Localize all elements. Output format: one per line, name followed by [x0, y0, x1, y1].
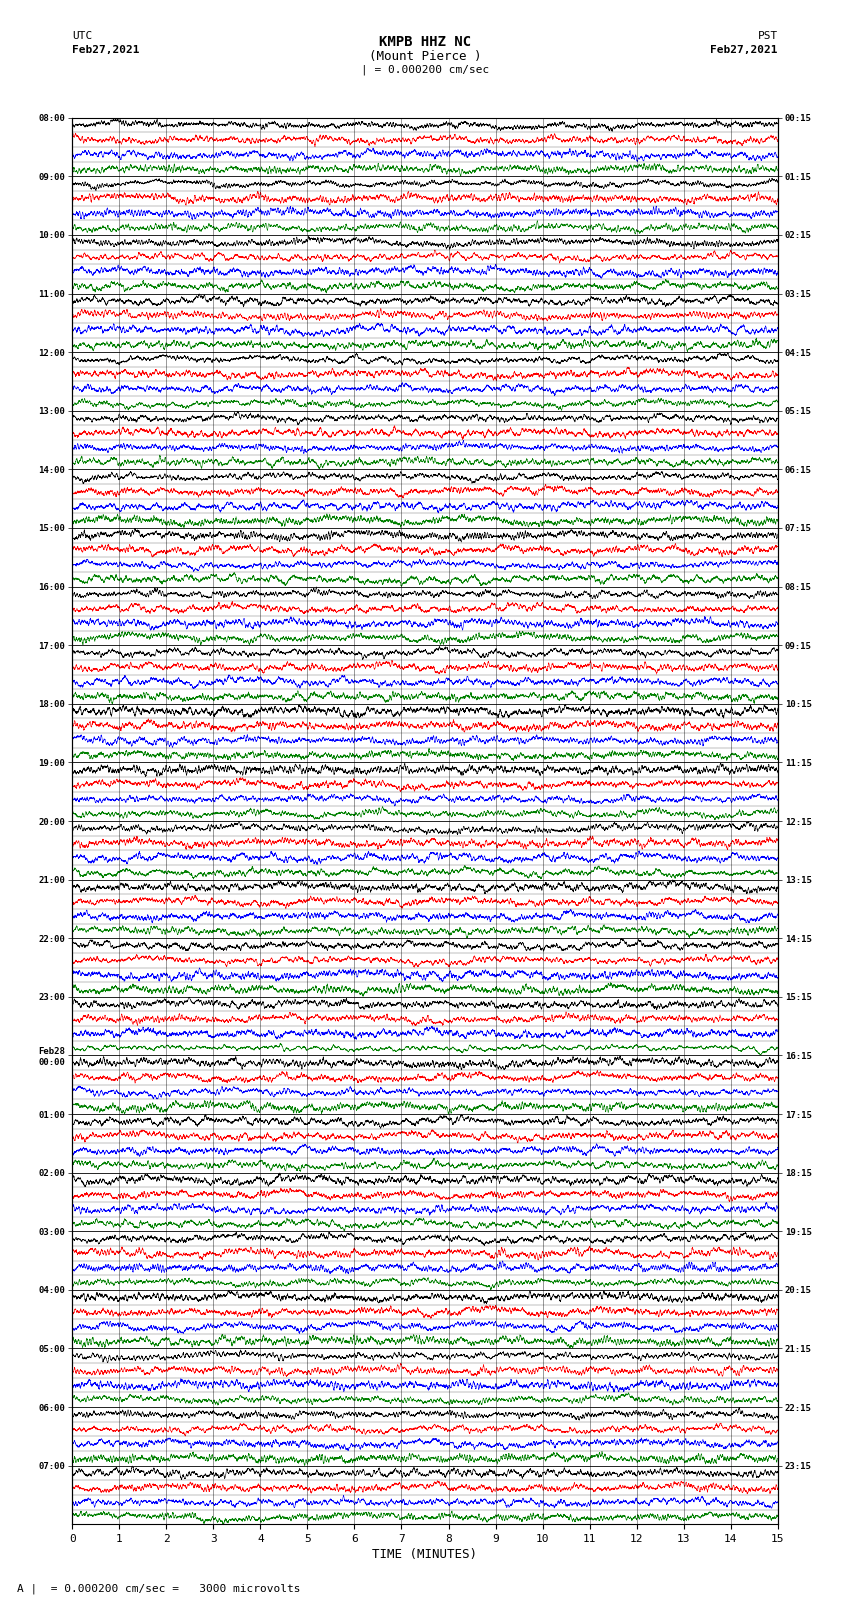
Text: PST: PST	[757, 31, 778, 40]
Text: Feb27,2021: Feb27,2021	[72, 45, 139, 55]
X-axis label: TIME (MINUTES): TIME (MINUTES)	[372, 1548, 478, 1561]
Text: A |  = 0.000200 cm/sec =   3000 microvolts: A | = 0.000200 cm/sec = 3000 microvolts	[17, 1582, 301, 1594]
Text: UTC: UTC	[72, 31, 93, 40]
Text: KMPB HHZ NC: KMPB HHZ NC	[379, 35, 471, 50]
Text: (Mount Pierce ): (Mount Pierce )	[369, 50, 481, 63]
Text: | = 0.000200 cm/sec: | = 0.000200 cm/sec	[361, 65, 489, 76]
Text: Feb27,2021: Feb27,2021	[711, 45, 778, 55]
